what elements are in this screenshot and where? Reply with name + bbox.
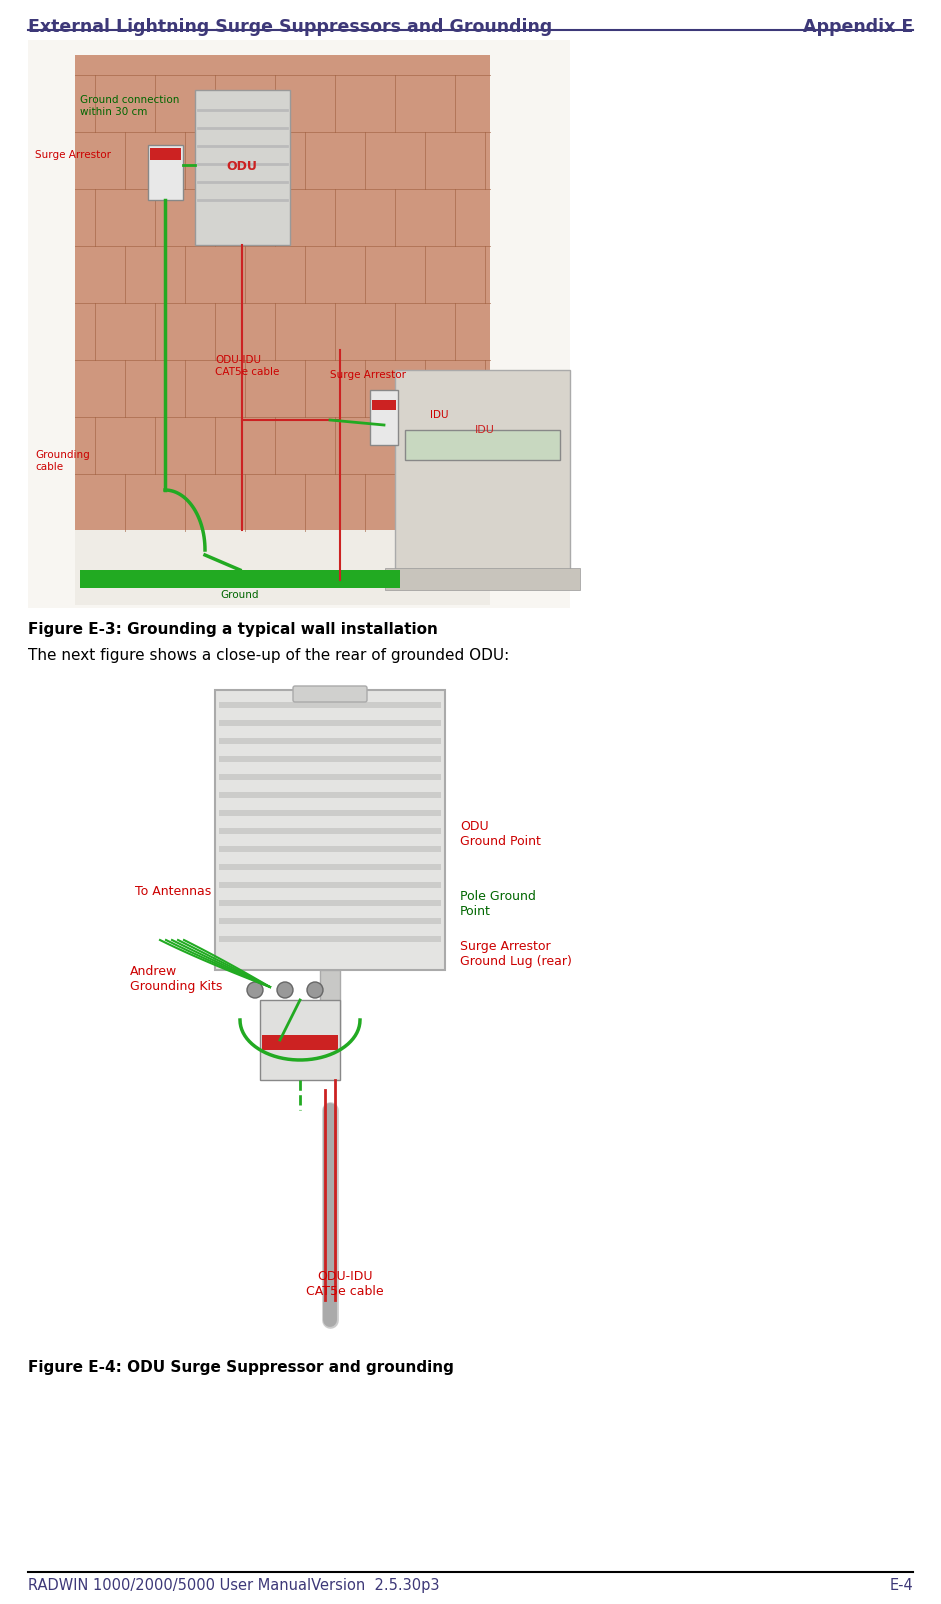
Text: IDU: IDU [430,411,449,420]
Circle shape [307,982,323,998]
Bar [219,937,441,942]
Bar [370,390,398,444]
Text: RADWIN 1000/2000/5000 User ManualVersion  2.5.30p3: RADWIN 1000/2000/5000 User ManualVersion… [28,1578,439,1593]
Bar [372,399,396,411]
Text: Ground connection
within 30 cm: Ground connection within 30 cm [80,95,180,117]
Text: External Lightning Surge Suppressors and Grounding: External Lightning Surge Suppressors and… [28,18,552,35]
Text: Andrew
Grounding Kits: Andrew Grounding Kits [130,966,222,993]
Text: Surge Arrestor: Surge Arrestor [35,151,111,160]
Text: Surge Arrestor: Surge Arrestor [330,371,406,380]
Bar [219,865,441,869]
Bar [80,569,400,589]
Bar [120,680,590,1339]
Text: IDU: IDU [475,425,495,435]
Text: ODU: ODU [227,160,258,173]
Bar [260,999,340,1079]
Bar [219,738,441,744]
Bar [219,845,441,852]
Circle shape [277,982,293,998]
Bar [219,828,441,834]
Bar [395,371,570,569]
Bar [75,529,490,605]
Bar [320,970,340,1051]
Text: Appendix E: Appendix E [803,18,913,35]
Text: Figure E-3: Grounding a typical wall installation: Figure E-3: Grounding a typical wall ins… [28,622,438,637]
Bar [219,882,441,889]
Bar [219,810,441,816]
Bar [262,1035,338,1051]
Bar [148,144,183,200]
Bar [219,792,441,799]
Bar [195,90,290,245]
Text: Grounding
cable: Grounding cable [35,451,89,472]
Text: Figure E-4: ODU Surge Suppressor and grounding: Figure E-4: ODU Surge Suppressor and gro… [28,1360,454,1375]
Circle shape [247,982,263,998]
Bar [150,148,181,160]
Text: Surge Arrestor
Ground Lug (rear): Surge Arrestor Ground Lug (rear) [460,940,572,967]
Text: ODU
Ground Point: ODU Ground Point [460,820,541,849]
Bar [219,917,441,924]
Text: Pole Ground
Point: Pole Ground Point [460,890,535,917]
Bar [215,690,445,970]
Bar [219,720,441,727]
FancyBboxPatch shape [293,687,367,703]
Text: The next figure shows a close-up of the rear of grounded ODU:: The next figure shows a close-up of the … [28,648,509,662]
Bar [219,755,441,762]
Bar [28,40,570,608]
Polygon shape [75,55,490,529]
Bar [385,568,580,590]
Text: ODU-IDU
CAT5e cable: ODU-IDU CAT5e cable [215,354,279,377]
Bar [219,900,441,906]
Bar [405,430,560,460]
Text: ODU-IDU
CAT5e cable: ODU-IDU CAT5e cable [306,1270,384,1298]
Text: E-4: E-4 [889,1578,913,1593]
Bar [219,775,441,780]
Bar [219,703,441,707]
Text: To Antennas: To Antennas [135,885,211,898]
Text: Ground: Ground [221,590,260,600]
